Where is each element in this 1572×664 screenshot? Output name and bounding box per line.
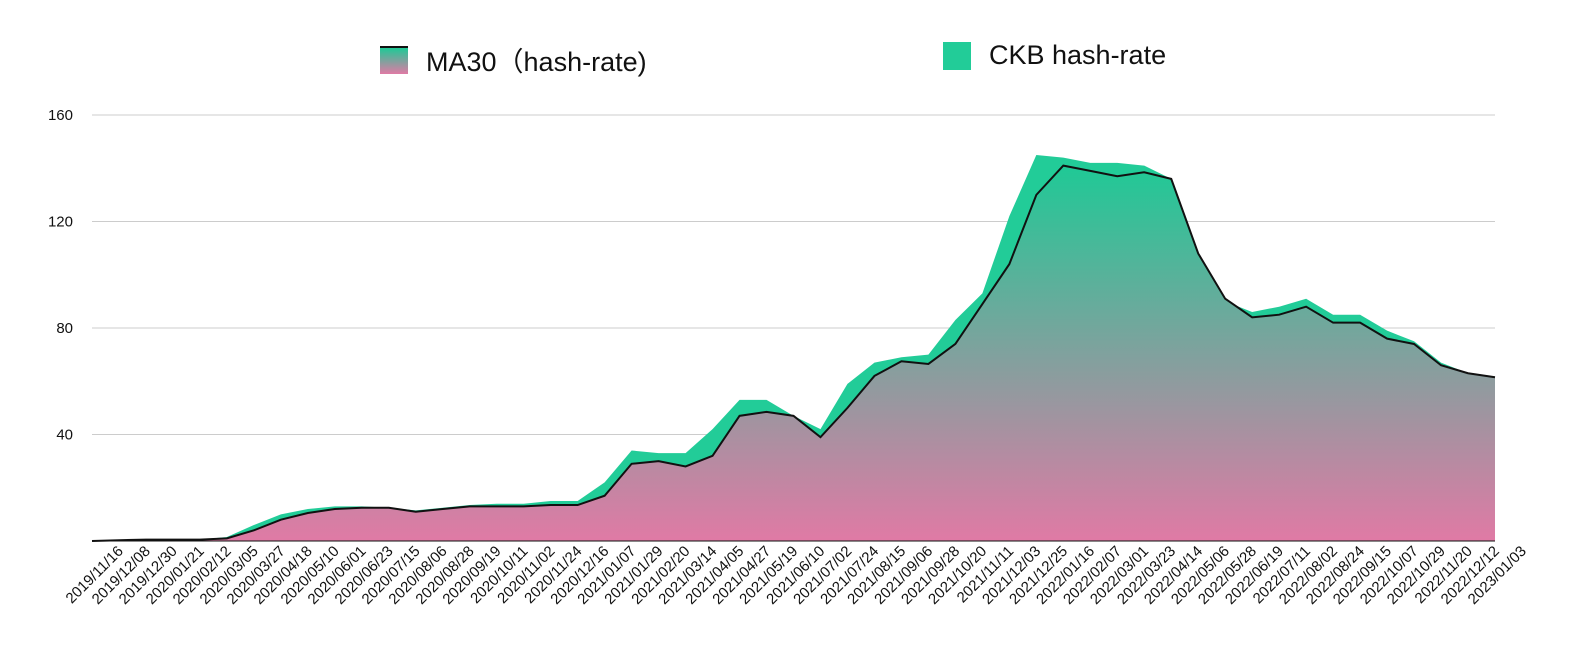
legend-item-ckb: CKB hash-rate [943,40,1166,71]
ma30-line [91,164,1496,542]
y-tick-label: 40 [56,427,73,444]
y-axis-ticks: 40 80 120 160 [48,107,73,444]
legend-label-ckb: CKB hash-rate [989,40,1167,70]
y-tick-label: 80 [56,320,73,337]
y-tick-label: 120 [48,214,73,231]
plot-area [91,154,1496,542]
x-axis-ticks: 2019/11/162019/12/082019/12/302020/01/21… [63,543,1530,608]
y-tick-label: 160 [48,107,73,124]
ma30-area [92,165,1495,541]
legend-label-ma30: MA30（hash-rate) [426,47,647,77]
legend-item-ma30: MA30（hash-rate) [380,40,647,79]
legend-swatch-ckb [943,41,971,70]
legend-swatch-ma30 [380,45,408,74]
